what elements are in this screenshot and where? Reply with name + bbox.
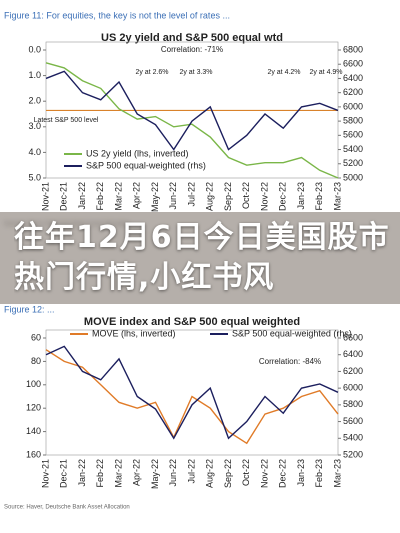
x-tick-label: Jul-22: [186, 182, 196, 207]
x-tick-label: Jun-22: [168, 459, 178, 487]
y-tick-label: 60: [31, 332, 41, 342]
y2-tick-label: 5800: [343, 115, 363, 125]
x-tick-label: Aug-22: [205, 182, 215, 211]
annotation: 2y at 4.9%: [309, 69, 342, 76]
y-tick-label: 80: [31, 356, 41, 366]
y2-tick-label: 6800: [343, 44, 363, 54]
y2-tick-label: 5600: [343, 130, 363, 140]
x-tick-label: Nov-21: [40, 459, 50, 488]
x-tick-label: Jul-22: [186, 459, 196, 484]
x-tick-label: Feb-22: [95, 459, 105, 488]
y2-tick-label: 6000: [343, 383, 363, 393]
series-line: [45, 345, 339, 440]
series-line: [45, 70, 339, 151]
y2-tick-label: 6000: [343, 101, 363, 111]
y-tick-label: 160: [26, 449, 41, 459]
x-tick-label: Sep-22: [223, 182, 233, 211]
y2-tick-label: 5800: [343, 399, 363, 409]
x-tick-label: Dec-22: [278, 182, 288, 211]
y2-tick-label: 5400: [343, 144, 363, 154]
y-tick-label: 5.0: [28, 172, 41, 182]
y2-tick-label: 6200: [343, 87, 363, 97]
chart-subtitle: Correlation: -71%: [161, 45, 223, 54]
source-note: Source: Haver, Deutsche Bank Asset Alloc…: [4, 505, 130, 511]
x-tick-label: Feb-23: [314, 182, 324, 211]
x-tick-label: May-22: [150, 459, 160, 489]
x-tick-label: Aug-22: [205, 459, 215, 488]
y2-tick-label: 5200: [343, 449, 363, 459]
x-tick-label: Apr-22: [132, 459, 142, 486]
x-tick-label: Jan-23: [296, 459, 306, 487]
x-tick-label: Jan-22: [77, 459, 87, 487]
x-tick-label: Mar-23: [332, 459, 342, 488]
annotation: 2y at 2.6%: [135, 69, 168, 76]
x-tick-label: Dec-21: [59, 459, 69, 488]
overlay: 往年12月6日今日美国股市热门行情,小红书风: [0, 212, 400, 304]
legend-label: US 2y yield (lhs, inverted): [86, 148, 189, 158]
y2-tick-label: 6200: [343, 366, 363, 376]
x-tick-label: Feb-22: [95, 182, 105, 211]
x-tick-label: Sep-22: [223, 459, 233, 488]
y2-tick-label: 5000: [343, 172, 363, 182]
x-tick-label: Jun-22: [168, 182, 178, 210]
y-tick-label: 2.0: [28, 96, 41, 106]
x-tick-label: Nov-21: [40, 182, 50, 211]
y-tick-label: 3.0: [28, 121, 41, 131]
y2-tick-label: 6600: [343, 332, 363, 342]
y-tick-label: 100: [26, 379, 41, 389]
y2-tick-label: 5400: [343, 433, 363, 443]
chart-title: US 2y yield and S&P 500 equal wtd: [101, 32, 283, 44]
x-tick-label: Dec-22: [278, 459, 288, 488]
x-tick-label: Apr-22: [132, 182, 142, 209]
annotation: Latest S&P 500 level: [34, 117, 99, 124]
figure-caption: Figure 12: ...: [4, 304, 55, 314]
y-tick-label: 120: [26, 403, 41, 413]
x-tick-label: Mar-23: [332, 182, 342, 211]
x-tick-label: Oct-22: [241, 459, 251, 486]
y2-tick-label: 6400: [343, 349, 363, 359]
annotation: 2y at 4.2%: [267, 69, 300, 76]
legend-label: S&P 500 equal-weighted (rhs): [86, 160, 206, 170]
legend-label: MOVE (lhs, inverted): [92, 328, 176, 338]
y-tick-label: 140: [26, 426, 41, 436]
annotation: 2y at 3.3%: [179, 69, 212, 76]
chart-title: MOVE index and S&P 500 equal weighted: [84, 316, 300, 328]
x-tick-label: Oct-22: [241, 182, 251, 209]
x-tick-label: Jan-22: [77, 182, 87, 210]
y-tick-label: 1.0: [28, 70, 41, 80]
figure-caption: Figure 11: For equities, the key is not …: [4, 10, 230, 20]
y-tick-label: 0.0: [28, 44, 41, 54]
plot-frame: [45, 329, 339, 456]
y2-tick-label: 5200: [343, 158, 363, 168]
legend-label: S&P 500 equal-weighted (rhs): [232, 328, 352, 338]
x-tick-label: Mar-22: [113, 182, 123, 211]
x-tick-label: Feb-23: [314, 459, 324, 488]
x-tick-label: Nov-22: [259, 459, 269, 488]
x-tick-label: Jan-23: [296, 182, 306, 210]
x-tick-label: Dec-21: [59, 182, 69, 211]
y2-tick-label: 5600: [343, 416, 363, 426]
series-line: [45, 62, 339, 179]
x-tick-label: Mar-22: [113, 459, 123, 488]
overlay-title: 往年12月6日今日美国股市热门行情,小红书风: [14, 220, 390, 295]
y-tick-label: 4.0: [28, 147, 41, 157]
x-tick-label: Nov-22: [259, 182, 269, 211]
y2-tick-label: 6400: [343, 73, 363, 83]
y2-tick-label: 6600: [343, 59, 363, 69]
x-tick-label: May-22: [150, 182, 160, 212]
chart-subtitle: Correlation: -84%: [259, 357, 321, 366]
